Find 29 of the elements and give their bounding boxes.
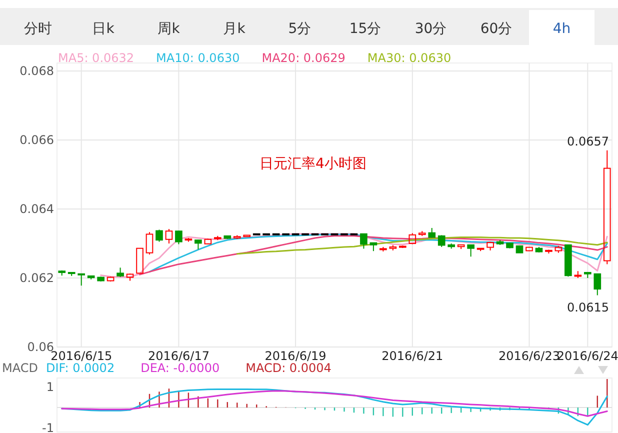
chart-title: MACD <box>2 361 38 375</box>
text: DIF: 0.0002 <box>46 361 115 375</box>
x-tick-label: 2016/6/21 <box>382 349 444 363</box>
y-tick-label: -1 <box>42 420 54 433</box>
annotation: 0.0657 <box>567 134 609 148</box>
text: 月k <box>223 21 246 37</box>
text: 15分 <box>349 21 382 37</box>
text: MA5: 0.0632 <box>58 51 134 65</box>
text: 日k <box>92 21 116 37</box>
annotation: 0.0615 <box>567 300 609 314</box>
text: 分时 <box>24 21 52 37</box>
x-tick-label: 2016/6/17 <box>148 349 210 363</box>
text: MA10: 0.0630 <box>156 51 240 65</box>
text: MA20: 0.0629 <box>262 51 346 65</box>
y-tick-label: 1 <box>46 380 54 394</box>
text: 5分 <box>288 21 312 37</box>
x-tick-label: 2016/6/19 <box>264 349 326 363</box>
text: 周k <box>158 21 181 37</box>
text: 30分 <box>414 21 447 37</box>
series-label: DEA: -0.0000 <box>140 361 220 375</box>
y-tick-label: 0.066 <box>20 133 54 147</box>
y-tick-label: 0.064 <box>20 202 54 216</box>
text: MACD: 0.0004 <box>246 361 332 375</box>
y-tick-label: 0.062 <box>20 271 54 285</box>
text: 日元汇率4小时图 <box>260 156 366 172</box>
y-tick-label: 0.068 <box>20 64 54 78</box>
text: MA30: 0.0630 <box>367 51 452 65</box>
text: 60分 <box>480 21 512 37</box>
text: 4h <box>552 21 571 37</box>
